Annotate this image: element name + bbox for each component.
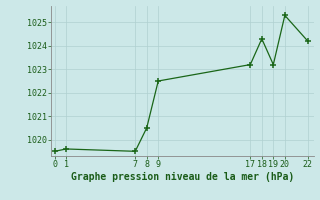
X-axis label: Graphe pression niveau de la mer (hPa): Graphe pression niveau de la mer (hPa) (71, 172, 294, 182)
